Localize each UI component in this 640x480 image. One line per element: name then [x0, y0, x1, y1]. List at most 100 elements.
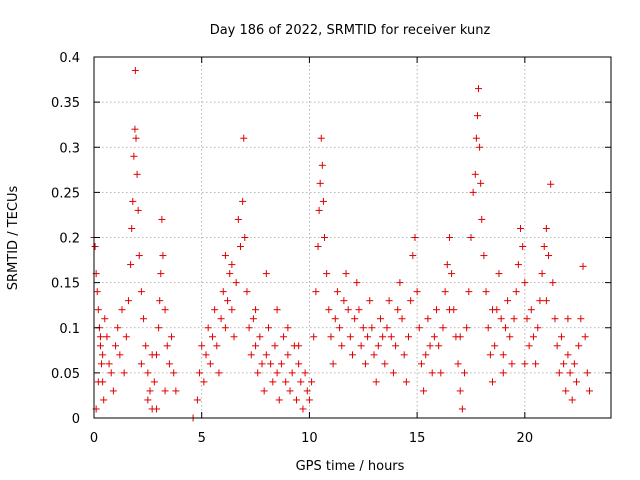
y-tick-label: 0: [72, 412, 80, 427]
scatter-point: [417, 360, 425, 368]
scatter-point: [389, 369, 397, 377]
scatter-point: [327, 333, 335, 341]
scatter-point: [130, 152, 138, 160]
scatter-point: [122, 333, 130, 341]
scatter-point: [120, 369, 128, 377]
scatter-point: [325, 306, 333, 314]
scatter-point: [338, 342, 346, 350]
scatter-point: [482, 288, 490, 296]
scatter-point: [377, 315, 385, 323]
scatter-point: [471, 170, 479, 178]
scatter-point: [456, 333, 464, 341]
scatter-point: [132, 134, 140, 142]
scatter-point: [489, 378, 497, 386]
scatter-point: [91, 243, 99, 251]
scatter-point: [475, 85, 483, 93]
scatter-point: [284, 324, 292, 332]
scatter-point: [370, 351, 378, 359]
scatter-point: [372, 378, 380, 386]
x-tick-label: 10: [301, 431, 318, 446]
scatter-point: [529, 333, 537, 341]
scatter-point: [137, 288, 145, 296]
scatter-point: [301, 369, 309, 377]
scatter-point: [94, 306, 102, 314]
scatter-point: [211, 306, 219, 314]
scatter-point: [275, 396, 283, 404]
scatter-point: [396, 279, 404, 287]
scatter-point: [549, 279, 557, 287]
scatter-point: [379, 333, 387, 341]
scatter-point: [415, 324, 423, 332]
scatter-point: [193, 396, 201, 404]
scatter-point: [331, 315, 339, 323]
y-tick-label: 0.35: [51, 96, 80, 111]
scatter-point: [224, 297, 232, 305]
scatter-point: [315, 206, 323, 214]
scatter-point: [168, 333, 176, 341]
scatter-point: [573, 378, 581, 386]
scatter-point: [357, 342, 365, 350]
scatter-point: [158, 215, 166, 223]
scatter-point: [133, 170, 141, 178]
scatter-point: [383, 324, 391, 332]
scatter-point: [355, 306, 363, 314]
x-tick-label: 0: [90, 431, 98, 446]
scatter-point: [228, 306, 236, 314]
scatter-point: [454, 360, 462, 368]
scatter-point: [575, 342, 583, 350]
scatter-point: [105, 360, 113, 368]
scatter-point: [445, 306, 453, 314]
scatter-point: [484, 324, 492, 332]
scatter-point: [165, 360, 173, 368]
scatter-point: [361, 360, 369, 368]
scatter-point: [118, 306, 126, 314]
scatter-point: [437, 369, 445, 377]
y-tick-label: 0.05: [51, 367, 80, 382]
scatter-point: [353, 279, 361, 287]
scatter-point: [368, 324, 376, 332]
scatter-point: [260, 387, 268, 395]
scatter-point: [262, 270, 270, 278]
scatter-point: [215, 369, 223, 377]
scatter-point: [137, 360, 145, 368]
scatter-point: [271, 342, 279, 350]
scatter-point: [514, 261, 522, 269]
scatter-point: [282, 378, 290, 386]
scatter-point: [144, 396, 152, 404]
scatter-point: [230, 333, 238, 341]
scatter-point: [329, 360, 337, 368]
scatter-point: [240, 134, 248, 142]
scatter-point: [342, 270, 350, 278]
scatter-point: [256, 333, 264, 341]
scatter-point: [435, 342, 443, 350]
scatter-point: [303, 387, 311, 395]
scatter-point: [156, 297, 164, 305]
scatter-point: [426, 342, 434, 350]
scatter-point: [258, 360, 266, 368]
scatter-point: [473, 112, 481, 120]
scatter-point: [196, 369, 204, 377]
scatter-point: [252, 342, 260, 350]
scatter-point: [566, 369, 574, 377]
scatter-point: [131, 125, 139, 133]
scatter-point: [340, 297, 348, 305]
scatter-point: [127, 261, 135, 269]
scatter-point: [551, 315, 559, 323]
scatter-point: [295, 342, 303, 350]
scatter-point: [148, 351, 156, 359]
scatter-point: [155, 324, 163, 332]
scatter-point: [314, 243, 322, 251]
scatter-point: [295, 360, 303, 368]
scatter-point: [146, 387, 154, 395]
scatter-points: [90, 67, 593, 422]
scatter-point: [93, 288, 101, 296]
scatter-point: [374, 342, 382, 350]
x-tick-label: 5: [198, 431, 206, 446]
scatter-point: [568, 396, 576, 404]
scatter-point: [202, 351, 210, 359]
scatter-point: [445, 234, 453, 241]
scatter-point: [159, 252, 167, 260]
scatter-point: [163, 342, 171, 350]
scatter-point: [398, 315, 406, 323]
scatter-point: [336, 324, 344, 332]
